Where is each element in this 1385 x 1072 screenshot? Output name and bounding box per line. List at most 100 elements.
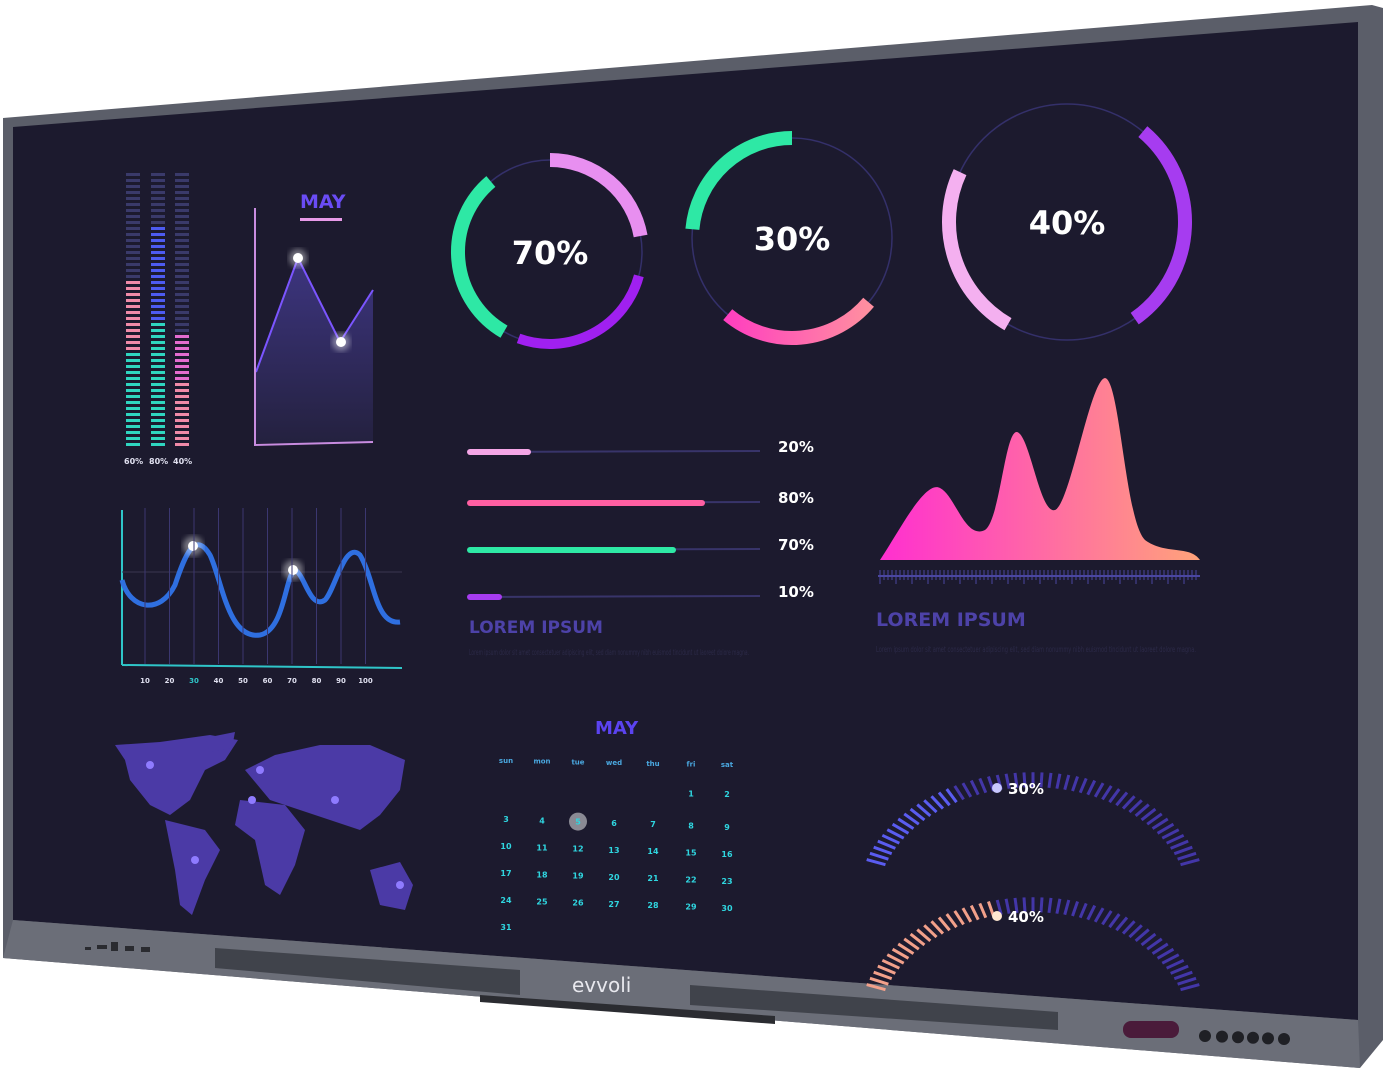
calendar-day[interactable]: 30: [721, 904, 733, 913]
calendar-day[interactable]: 20: [608, 873, 620, 882]
wave-x-axis: [121, 664, 403, 669]
level-bar: [126, 173, 140, 446]
arc-segment: [1093, 782, 1105, 798]
level-segment: [175, 305, 189, 308]
hardware-button[interactable]: [1216, 1030, 1228, 1043]
arc-segment: [1121, 920, 1136, 935]
donut-label: 70%: [512, 234, 589, 272]
level-segment: [175, 263, 189, 266]
calendar-day[interactable]: 9: [724, 823, 730, 832]
wave-x-tick: 60: [263, 677, 273, 685]
arc-segment: [1086, 779, 1097, 796]
calendar-day[interactable]: 11: [536, 843, 548, 852]
level-segment: [175, 293, 189, 296]
arc-segment: [903, 937, 920, 951]
level-segment: [126, 377, 140, 380]
level-segment: [175, 269, 189, 272]
calendar-day[interactable]: 12: [572, 845, 583, 854]
level-segment: [126, 365, 140, 368]
level-segment: [126, 317, 140, 320]
calendar-day[interactable]: 14: [647, 847, 659, 856]
level-segment: [151, 233, 165, 236]
hardware-button[interactable]: [1262, 1032, 1274, 1045]
level-segment: [126, 197, 140, 200]
arc-gauges: 30% 40%: [866, 772, 1200, 992]
hardware-button[interactable]: [1199, 1030, 1211, 1042]
wave-x-tick: 100: [358, 677, 373, 685]
calendar-day[interactable]: 16: [721, 850, 733, 859]
calendar-day[interactable]: 29: [685, 903, 697, 912]
progress-label: 20%: [778, 438, 814, 456]
calendar-day[interactable]: 8: [688, 822, 694, 831]
level-segment: [126, 401, 140, 404]
arc-segment: [995, 899, 1003, 916]
calendar-day[interactable]: 22: [685, 876, 696, 885]
level-segment: [175, 281, 189, 284]
text-block-1-body: Lorem ipsum dolor sit amet consectetuer …: [469, 648, 749, 657]
level-segment: [126, 305, 140, 308]
level-segment: [175, 371, 189, 374]
calendar-day[interactable]: 6: [611, 819, 617, 828]
arc-segment: [1022, 897, 1027, 913]
calendar-day[interactable]: 19: [572, 872, 584, 881]
level-segment: [175, 365, 189, 368]
hardware-button[interactable]: [1247, 1031, 1259, 1044]
calendar-day[interactable]: 17: [500, 869, 511, 878]
calendar-day[interactable]: 15: [685, 849, 697, 858]
progress-bars: 20% 80% 70% 10%: [467, 438, 814, 601]
arc-segment: [1115, 791, 1129, 807]
level-segment: [126, 209, 140, 212]
arc-segment: [1086, 904, 1097, 921]
level-segment: [126, 173, 140, 176]
calendar-day[interactable]: 7: [650, 820, 656, 829]
line-point: [293, 253, 303, 263]
calendar-day[interactable]: 23: [721, 877, 732, 886]
hardware-button[interactable]: [1232, 1031, 1244, 1044]
calendar-day[interactable]: 10: [500, 842, 512, 851]
arc-segment: [1177, 851, 1197, 861]
map-pins: [146, 761, 404, 889]
arc-gauge-dot: [992, 783, 1002, 793]
calendar-day[interactable]: 5: [575, 818, 581, 827]
calendar-day[interactable]: 1: [688, 790, 694, 799]
progress-label: 70%: [778, 536, 814, 554]
level-segment: [151, 281, 165, 284]
calendar-day[interactable]: 26: [572, 899, 584, 908]
level-segment: [151, 227, 165, 230]
calendar-day[interactable]: 21: [647, 874, 659, 883]
level-segment: [126, 359, 140, 362]
title-underline: [300, 218, 342, 221]
calendar-day[interactable]: 18: [536, 870, 548, 879]
level-segment: [151, 323, 165, 326]
level-segment: [126, 275, 140, 278]
level-segment: [151, 191, 165, 194]
wave-x-tick: 40: [214, 677, 224, 685]
calendar-day[interactable]: 3: [503, 815, 509, 824]
arc-segment: [1134, 803, 1150, 818]
progress-bar: 20%: [467, 438, 814, 456]
arc-segment: [1022, 772, 1027, 788]
calendar-day[interactable]: 25: [536, 897, 548, 906]
arc-segment: [1156, 822, 1175, 835]
hardware-buttons[interactable]: [1199, 1030, 1290, 1045]
hardware-button[interactable]: [1278, 1033, 1290, 1045]
line-area: [256, 258, 373, 443]
level-segment: [175, 233, 189, 236]
calendar-day[interactable]: 27: [608, 900, 619, 909]
arc-segment: [1093, 907, 1105, 923]
level-segment: [175, 317, 189, 320]
calendar-day[interactable]: 28: [647, 901, 659, 910]
calendar-day[interactable]: 31: [500, 923, 512, 932]
level-segment: [126, 437, 140, 440]
calendar-day[interactable]: 4: [539, 816, 545, 825]
level-segment: [175, 239, 189, 242]
calendar-day[interactable]: 13: [608, 846, 619, 855]
wave-x-tick: 30: [189, 677, 199, 685]
donut-arc: [549, 153, 648, 238]
level-segment: [126, 431, 140, 434]
calendar-day[interactable]: 2: [724, 790, 730, 799]
calendar-day[interactable]: 24: [500, 896, 512, 905]
line-chart: MAY: [254, 191, 374, 447]
donut-arc: [516, 274, 644, 349]
arc-segment: [953, 785, 965, 801]
